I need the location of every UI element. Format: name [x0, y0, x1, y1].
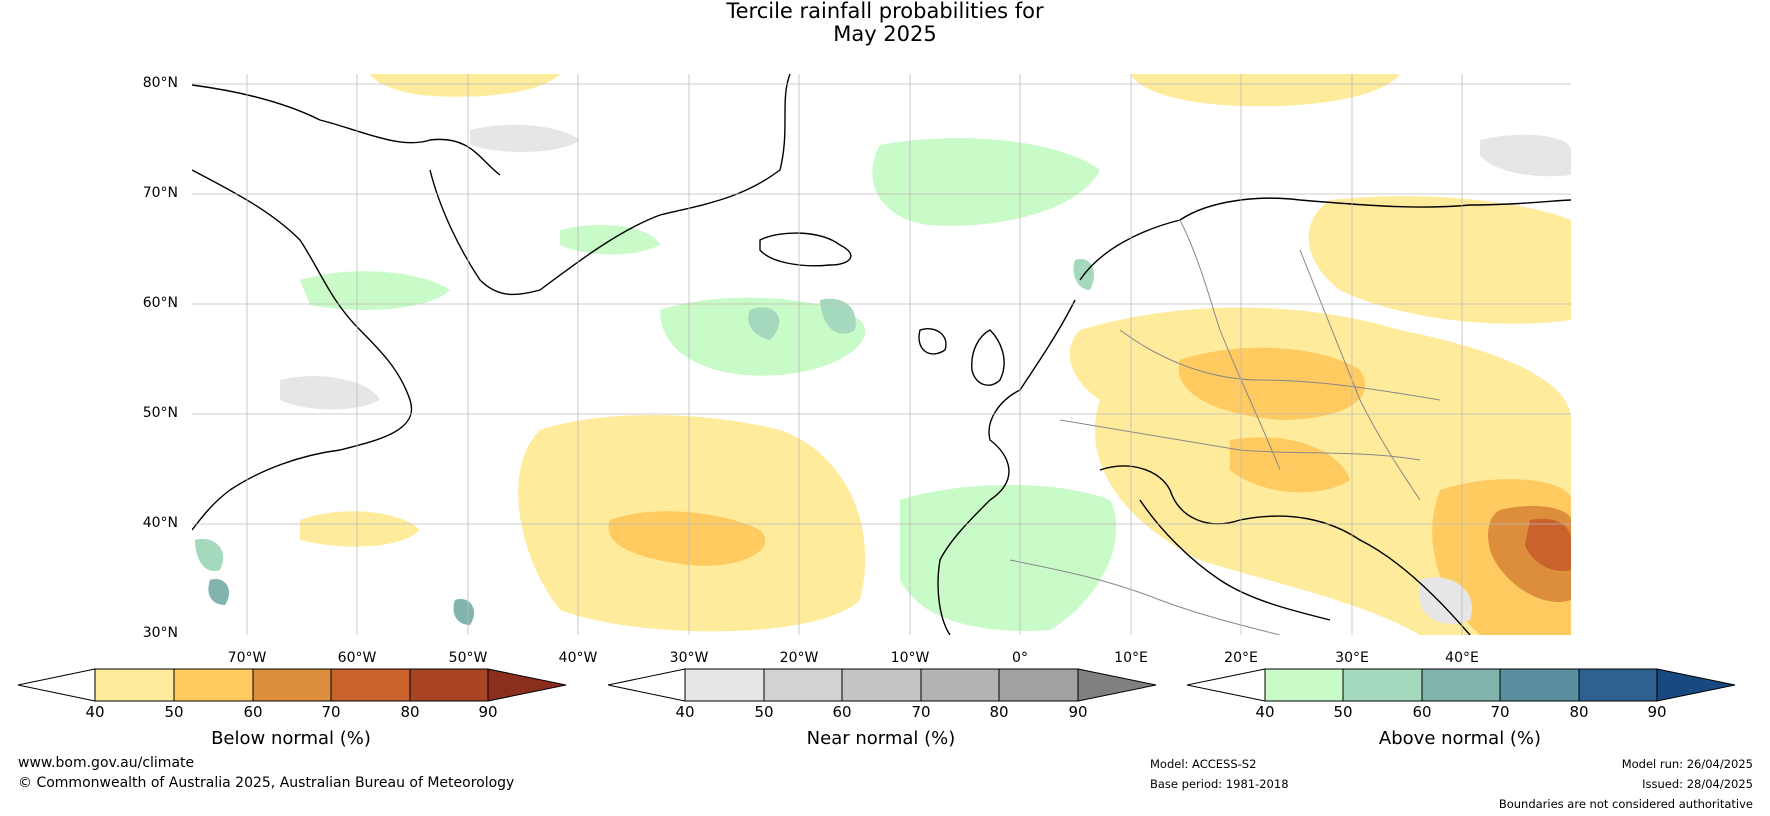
colorbar-tick: 80 — [989, 703, 1009, 721]
below-normal-region — [1525, 518, 1571, 571]
colorbar-below-normal — [17, 668, 567, 702]
near-normal-region — [1480, 134, 1571, 177]
disclaimer-text: Boundaries are not considered authoritat… — [1498, 797, 1753, 811]
lat-label: 70°N — [142, 185, 178, 201]
graticule — [192, 74, 1571, 635]
near-normal-region — [470, 124, 580, 152]
colorbar-tick: 50 — [164, 703, 184, 721]
lat-label: 60°N — [142, 295, 178, 311]
above-normal-region — [872, 138, 1100, 226]
below-normal-region — [370, 74, 560, 97]
colorbar-tick: 90 — [1068, 703, 1088, 721]
colorbar-label: Above normal (%) — [1378, 728, 1542, 749]
above-normal-region — [208, 579, 230, 605]
lon-label: 0° — [1012, 650, 1028, 666]
colorbar-tick: 60 — [832, 703, 852, 721]
colorbar-tick: 50 — [1333, 703, 1353, 721]
country-borders — [1009, 219, 1441, 635]
above-normal-region — [748, 307, 780, 340]
website-link[interactable]: www.bom.gov.au/climate — [18, 755, 195, 771]
coastlines — [192, 74, 1571, 635]
lon-label: 30°E — [1335, 650, 1369, 666]
below-normal-region — [1308, 196, 1571, 324]
lon-label: 30°W — [669, 650, 709, 666]
lat-label: 50°N — [142, 405, 178, 421]
colorbar-tick: 90 — [478, 703, 498, 721]
below-normal-region — [1130, 74, 1400, 107]
colorbar-tick: 70 — [911, 703, 931, 721]
lat-label: 80°N — [142, 75, 178, 91]
below-normal-region — [1178, 347, 1366, 420]
above-normal-region — [453, 599, 475, 625]
lon-label: 50°W — [448, 650, 488, 666]
lon-label: 40°E — [1445, 650, 1479, 666]
copyright-text: © Commonwealth of Australia 2025, Austra… — [18, 775, 515, 791]
lon-label: 10°W — [890, 650, 930, 666]
colorbar-tick: 70 — [1490, 703, 1510, 721]
base-period: Base period: 1981-2018 — [1150, 777, 1289, 791]
lon-label: 20°E — [1224, 650, 1258, 666]
lon-label: 10°E — [1114, 650, 1148, 666]
map-title-line-2: May 2025 — [833, 22, 937, 46]
lon-label: 70°W — [227, 650, 267, 666]
colorbar-tick: 60 — [1412, 703, 1432, 721]
near-normal-region — [1420, 577, 1472, 624]
issued-date: Issued: 28/04/2025 — [1642, 777, 1753, 791]
model-name: Model: ACCESS-S2 — [1150, 757, 1257, 771]
colorbar-tick: 40 — [85, 703, 105, 721]
lon-label: 40°W — [558, 650, 598, 666]
colorbar-tick: 90 — [1647, 703, 1667, 721]
model-run-date: Model run: 26/04/2025 — [1621, 757, 1753, 771]
colorbar-label: Below normal (%) — [211, 728, 371, 749]
colorbar-tick: 70 — [321, 703, 341, 721]
colorbar-tick: 60 — [243, 703, 263, 721]
lon-label: 20°W — [779, 650, 819, 666]
probability-field — [192, 74, 1571, 635]
map-title-line-1: Tercile rainfall probabilities for — [726, 0, 1044, 23]
above-normal-region — [900, 485, 1117, 631]
above-normal-region — [195, 539, 224, 571]
colorbar-tick: 80 — [1569, 703, 1589, 721]
above-normal-region — [820, 298, 856, 334]
lat-label: 40°N — [142, 515, 178, 531]
colorbar-near-normal — [607, 668, 1157, 702]
colorbar-tick: 40 — [675, 703, 695, 721]
colorbar-tick: 40 — [1255, 703, 1275, 721]
colorbar-tick: 50 — [754, 703, 774, 721]
colorbar-above-normal — [1186, 668, 1736, 702]
colorbar-label: Near normal (%) — [806, 728, 956, 749]
lon-label: 60°W — [337, 650, 377, 666]
lat-label: 30°N — [142, 625, 178, 641]
near-normal-region — [280, 376, 380, 410]
below-normal-region — [300, 511, 420, 547]
above-normal-region — [300, 271, 450, 310]
colorbar-tick: 80 — [400, 703, 420, 721]
below-normal-region — [608, 511, 766, 566]
